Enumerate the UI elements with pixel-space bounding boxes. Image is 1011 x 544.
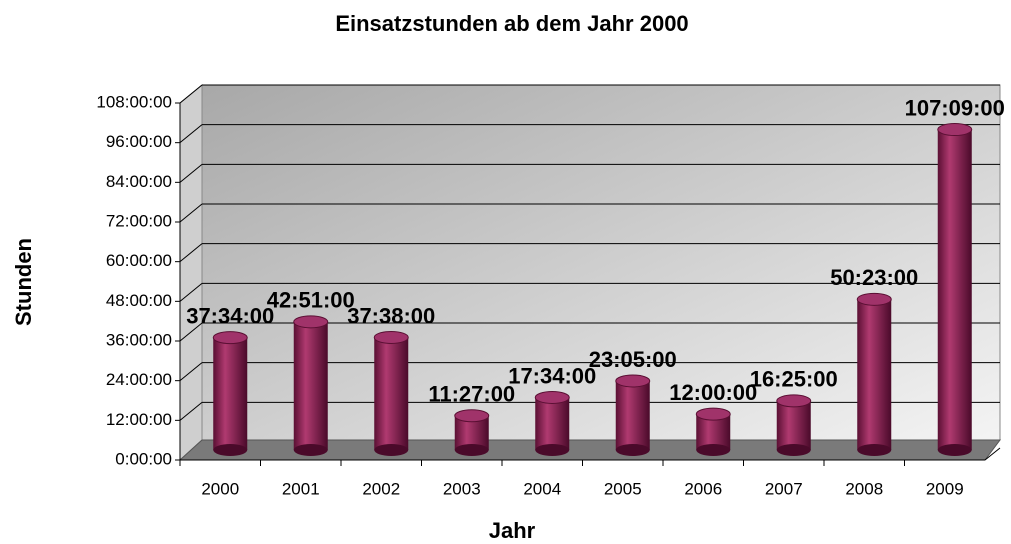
cylinder-bottom	[696, 444, 731, 456]
cylinder-bottom	[213, 444, 248, 456]
x-tick-label: 2006	[684, 479, 722, 498]
y-tick-label: 24:00:00	[106, 370, 172, 389]
x-tick-label: 2000	[201, 479, 239, 498]
y-axis-title: Stunden	[11, 238, 36, 326]
y-tick-label: 36:00:00	[106, 330, 172, 349]
cylinder-bottom	[535, 444, 570, 456]
x-tick-label: 2002	[362, 479, 400, 498]
cylinder-bottom	[454, 444, 489, 456]
cylinder-top	[212, 331, 248, 345]
cylinder	[213, 337, 248, 450]
grid-line	[179, 282, 203, 302]
grid-line	[179, 84, 203, 104]
value-label: 42:51:00	[267, 288, 355, 313]
cylinder	[535, 397, 570, 450]
grid-line	[179, 362, 203, 382]
cylinder-top	[776, 394, 812, 408]
value-label: 37:38:00	[347, 303, 435, 328]
x-axis-title: Jahr	[489, 518, 536, 543]
value-label: 107:09:00	[905, 95, 1005, 120]
grid-line	[179, 124, 203, 144]
cylinder-top	[534, 390, 570, 404]
cylinder	[374, 337, 409, 450]
y-tick-label: 12:00:00	[106, 410, 172, 429]
cylinder	[615, 380, 650, 450]
y-tick-label: 84:00:00	[106, 172, 172, 191]
value-label: 23:05:00	[589, 347, 677, 372]
cylinder-bottom	[615, 444, 650, 456]
value-label: 16:25:00	[750, 367, 838, 392]
cylinder-top	[615, 374, 651, 388]
y-tick-label: 72:00:00	[106, 211, 172, 230]
grid-line	[179, 163, 203, 183]
y-tick-label: 96:00:00	[106, 132, 172, 151]
cylinder	[937, 129, 972, 451]
cylinder-top	[695, 407, 731, 421]
x-axis-end	[984, 447, 1001, 461]
value-label: 11:27:00	[428, 382, 515, 407]
y-tick-label: 0:00:00	[115, 449, 172, 468]
grid-line	[179, 322, 203, 342]
cylinder-top	[937, 123, 973, 137]
cylinder-bottom	[776, 444, 811, 456]
value-label: 50:23:00	[830, 265, 918, 290]
cylinder-top	[856, 292, 892, 306]
x-tick-label: 2004	[523, 479, 561, 498]
y-tick-label: 60:00:00	[106, 251, 172, 270]
cylinder-top	[293, 315, 329, 329]
cylinder	[776, 400, 811, 450]
x-tick-label: 2007	[765, 479, 803, 498]
cylinder	[293, 321, 328, 450]
side-wall	[179, 83, 203, 462]
value-label: 17:34:00	[508, 363, 596, 388]
cylinder-bottom	[857, 444, 892, 456]
grid-line	[179, 401, 203, 421]
y-tick-label: 48:00:00	[106, 291, 172, 310]
x-tick-label: 2009	[926, 479, 964, 498]
cylinder-bottom	[374, 444, 409, 456]
y-tick-label: 108:00:00	[96, 92, 172, 111]
cylinder	[857, 299, 892, 450]
grid-line	[179, 243, 203, 263]
chart-title: Einsatzstunden ab dem Jahr 2000	[335, 11, 688, 36]
cylinder-top	[373, 330, 409, 344]
x-tick-label: 2008	[845, 479, 883, 498]
x-tick-label: 2003	[443, 479, 481, 498]
x-tick-label: 2005	[604, 479, 642, 498]
value-label: 37:34:00	[186, 303, 274, 328]
x-tick-label: 2001	[282, 479, 320, 498]
cylinder-top	[454, 409, 490, 423]
cylinder-bottom	[293, 444, 328, 456]
cylinder-bottom	[937, 444, 972, 456]
value-label: 12:00:00	[669, 380, 757, 405]
grid-line	[179, 203, 203, 223]
